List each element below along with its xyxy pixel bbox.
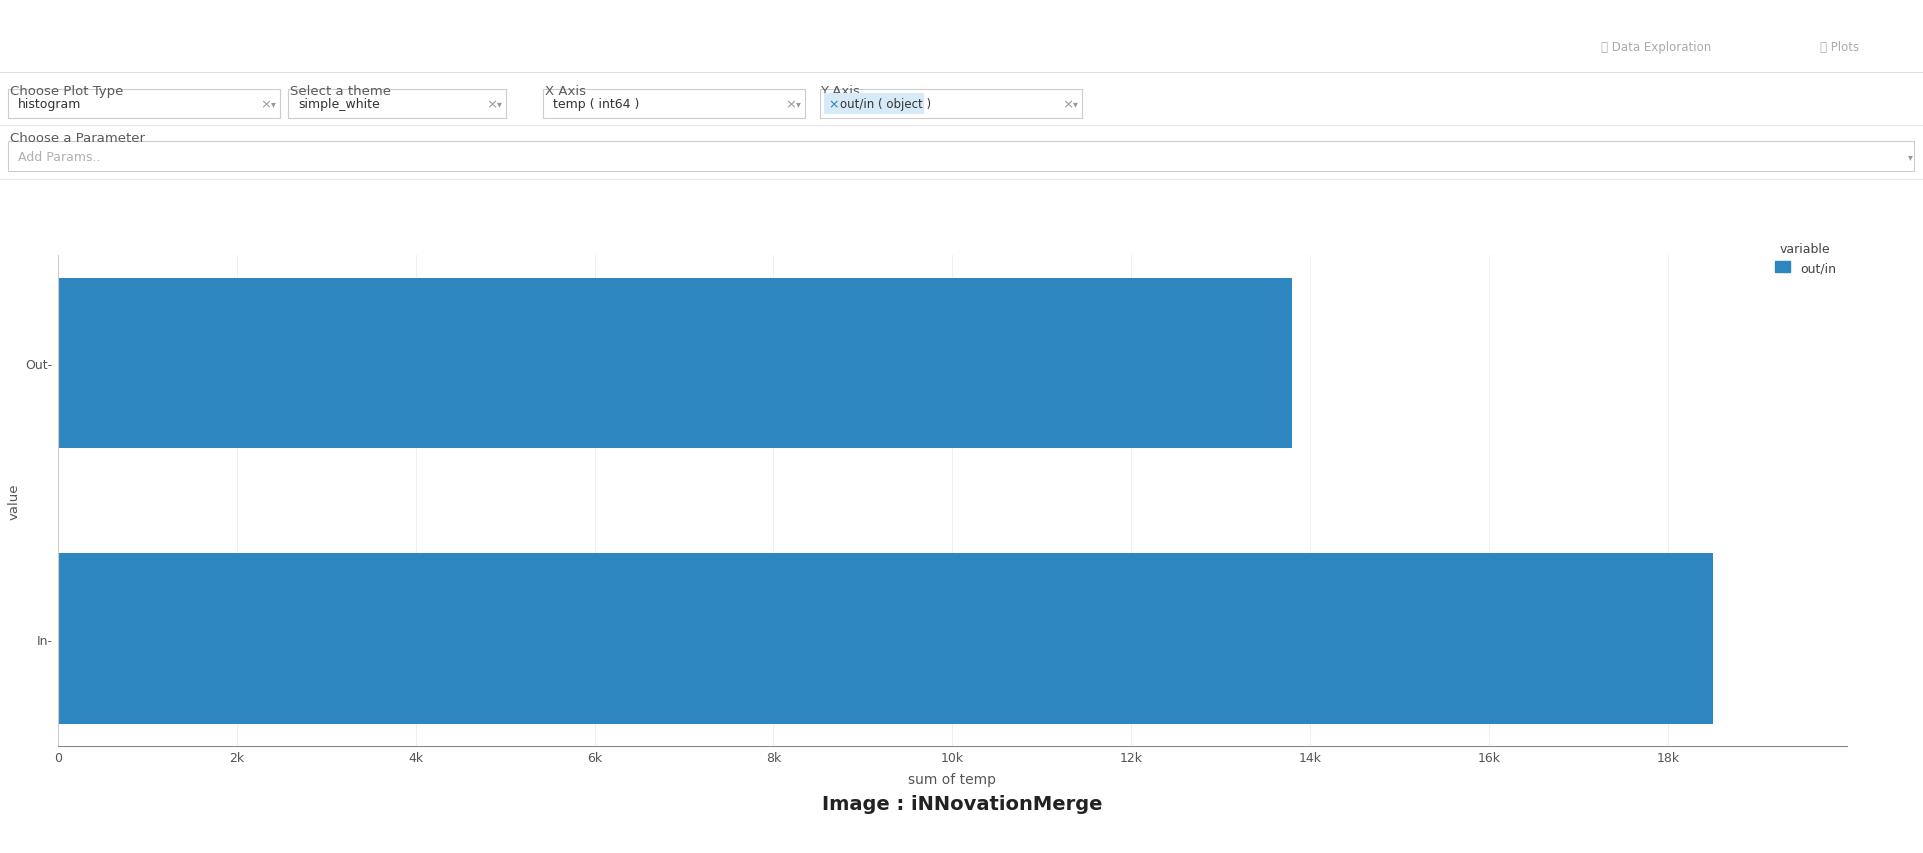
- Text: X Axis: X Axis: [544, 84, 587, 97]
- Text: ▾: ▾: [1073, 99, 1077, 109]
- Bar: [8, 142, 1913, 172]
- Text: ×: ×: [260, 98, 271, 111]
- Bar: [58, 554, 1711, 724]
- Legend: out/in: out/in: [1769, 238, 1840, 280]
- Text: histogram: histogram: [17, 98, 81, 111]
- Text: simple_white: simple_white: [298, 98, 379, 111]
- Bar: [819, 90, 1081, 119]
- Text: ⬛ Plots: ⬛ Plots: [1819, 41, 1858, 54]
- Bar: [58, 278, 1292, 449]
- Text: ▾: ▾: [271, 99, 275, 109]
- X-axis label: sum of temp: sum of temp: [908, 773, 996, 786]
- Y-axis label: value: value: [8, 483, 19, 519]
- Bar: [542, 90, 804, 119]
- Text: Image : iNNovationMerge: Image : iNNovationMerge: [821, 794, 1102, 814]
- Text: temp ( int64 ): temp ( int64 ): [552, 98, 638, 111]
- Text: Select a theme: Select a theme: [290, 84, 390, 97]
- Text: Add Params..: Add Params..: [17, 151, 100, 164]
- Bar: [288, 90, 506, 119]
- Bar: [823, 93, 923, 115]
- Text: out/in ( object ): out/in ( object ): [840, 98, 931, 111]
- Text: ×: ×: [827, 98, 838, 111]
- Bar: [8, 90, 281, 119]
- Text: ×: ×: [1061, 98, 1073, 111]
- Text: Data: Data: [925, 33, 998, 61]
- Text: ×: ×: [785, 98, 796, 111]
- Text: Choose a Parameter: Choose a Parameter: [10, 132, 144, 145]
- Text: ▾: ▾: [796, 99, 800, 109]
- Text: ⬛ Data Exploration: ⬛ Data Exploration: [1600, 41, 1710, 54]
- Text: Choose Plot Type: Choose Plot Type: [10, 84, 123, 97]
- Text: ▾: ▾: [1908, 152, 1911, 162]
- Text: ×: ×: [487, 98, 496, 111]
- Text: ▾: ▾: [496, 99, 502, 109]
- Text: Y Axis: Y Axis: [819, 84, 860, 97]
